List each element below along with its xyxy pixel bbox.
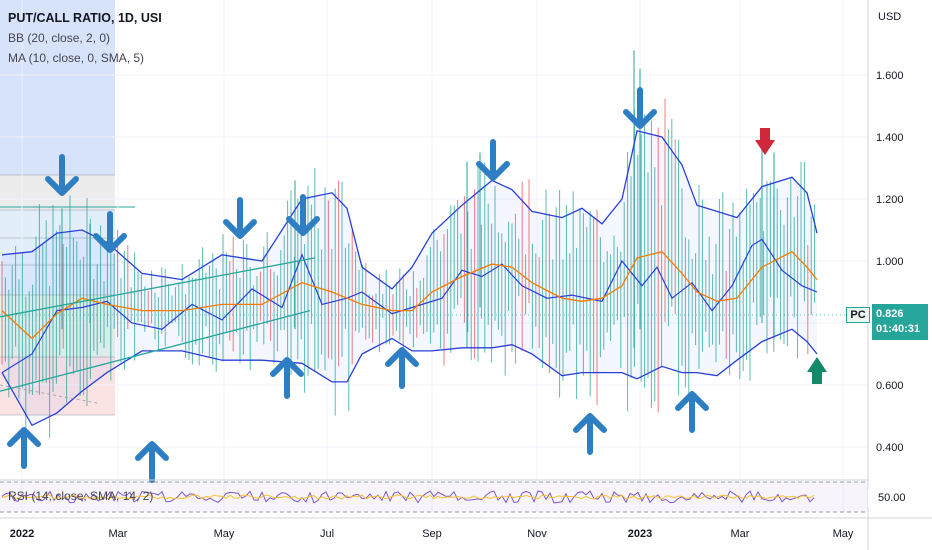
x-tick-label: Sep — [422, 528, 442, 540]
arrow-shape — [270, 357, 304, 399]
trend-lines — [0, 257, 316, 404]
up-arrow-blue-icon — [573, 413, 607, 455]
arrow-shape — [7, 427, 41, 469]
rsi-value-tag: 50.00 — [868, 489, 930, 507]
arrow-shape — [573, 413, 607, 455]
y-tick-label: 1.600 — [876, 70, 904, 82]
down-arrow-blue-icon — [286, 194, 320, 236]
arrow-shape — [135, 441, 169, 483]
x-tick-label: May — [214, 528, 235, 540]
chart-title: PUT/CALL RATIO, 1D, USI — [8, 11, 162, 25]
ma-line — [1, 250, 818, 340]
up-arrow-blue-icon — [675, 391, 709, 433]
up-arrow-blue-icon — [385, 347, 419, 389]
currency-label: USD — [878, 11, 901, 23]
arrow-shape — [623, 87, 657, 129]
arrow-shape — [223, 197, 257, 239]
up-arrow-blue-icon — [270, 357, 304, 399]
x-tick-label: Nov — [527, 528, 547, 540]
y-tick-label: 0.400 — [876, 442, 904, 454]
down-arrow-blue-icon — [623, 87, 657, 129]
arrow-shape — [476, 139, 510, 181]
y-tick-label: 0.600 — [876, 380, 904, 392]
up-arrow-green-icon — [807, 357, 827, 384]
arrow-shape — [755, 128, 775, 155]
price-box: 0.826 01:40:31 — [872, 304, 928, 340]
up-arrow-blue-icon — [135, 441, 169, 483]
bb-legend: BB (20, close, 2, 0) — [8, 31, 111, 45]
x-tick-label: May — [833, 528, 854, 540]
down-arrow-blue-icon — [223, 197, 257, 239]
bb-fill — [2, 130, 817, 426]
y-tick-label: 1.400 — [876, 132, 904, 144]
trend-line-lower — [0, 309, 311, 392]
down-arrow-blue-icon — [476, 139, 510, 181]
arrow-shape — [286, 194, 320, 236]
rsi-pane — [0, 481, 868, 513]
rsi-line — [1, 490, 815, 504]
down-arrow-blue-icon — [45, 154, 79, 196]
up-arrow-blue-icon — [7, 427, 41, 469]
arrow-shape — [807, 357, 827, 384]
chart-legend: PUT/CALL RATIO, 1D, USI BB (20, close, 2… — [8, 8, 162, 68]
annotation-arrows — [7, 87, 827, 483]
x-tick-label: 2023 — [628, 528, 652, 540]
x-tick-label: Mar — [731, 528, 750, 540]
x-tick-label: Jul — [320, 528, 334, 540]
rsi-legend: RSI (14, close, SMA, 14, 2) — [8, 489, 154, 503]
arrow-shape — [93, 211, 127, 253]
dashed-guide — [0, 384, 101, 404]
x-tick-label: 2022 — [10, 528, 34, 540]
last-price-tag: PC 0.826 01:40:31 — [846, 304, 928, 340]
ma-legend: MA (10, close, 0, SMA, 5) — [8, 51, 145, 65]
bb-upper-line — [1, 130, 818, 290]
bar-countdown: 01:40:31 — [876, 323, 921, 335]
y-tick-label: 1.200 — [876, 194, 904, 206]
rsi-signal-line — [1, 494, 815, 500]
arrow-shape — [385, 347, 419, 389]
bb-basis-line — [1, 238, 818, 374]
down-arrow-red-icon — [755, 128, 775, 155]
y-tick-label: 1.000 — [876, 256, 904, 268]
last-price-value: 0.826 — [876, 308, 904, 320]
arrow-shape — [675, 391, 709, 433]
x-tick-label: Mar — [109, 528, 128, 540]
bb-lower-line — [1, 328, 818, 427]
arrow-shape — [45, 154, 79, 196]
symbol-badge: PC — [846, 307, 870, 323]
price-bars — [1, 50, 816, 438]
down-arrow-blue-icon — [93, 211, 127, 253]
bollinger-bands — [1, 130, 818, 427]
zone-blue — [0, 0, 115, 175]
trend-line-upper — [0, 257, 316, 318]
